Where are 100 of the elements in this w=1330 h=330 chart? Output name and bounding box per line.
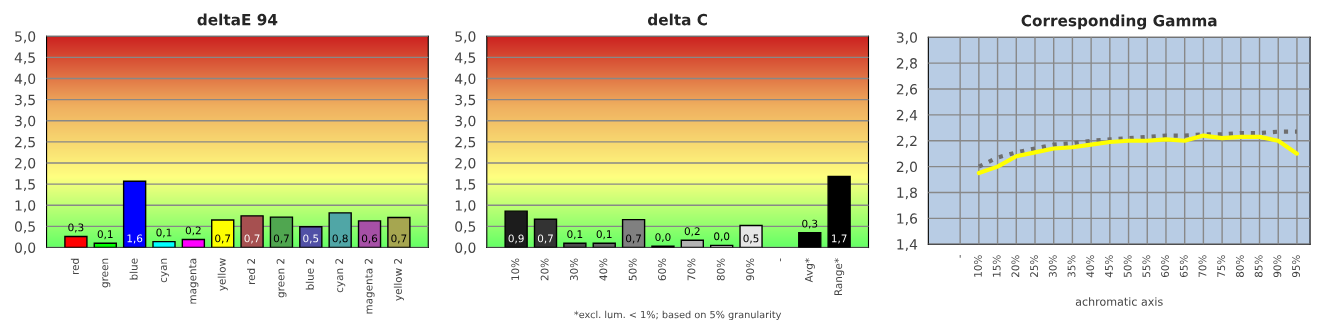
x-tick-label: Range* [834, 258, 845, 296]
y-tick-label: 0,0 [455, 242, 476, 255]
data-label: 0,7 [537, 234, 553, 244]
bar [240, 215, 264, 248]
chart-title: delta C [647, 13, 707, 26]
y-tick-label: 0,0 [14, 242, 36, 255]
y-tick-label: 0,5 [14, 221, 35, 234]
bar [504, 210, 528, 248]
x-tick-label: 90% [746, 258, 755, 281]
y-tick-label: 1,5 [15, 179, 35, 192]
x-tick-label: cyan 2 [335, 258, 346, 293]
bar [152, 240, 176, 248]
y-tick-label: 3,0 [455, 115, 476, 128]
data-label: 0,7 [391, 234, 407, 244]
bar [387, 216, 411, 248]
y-tick-label: 1,5 [455, 179, 476, 192]
x-tick-label: red 2 [247, 258, 256, 284]
x-tick-label: 65% [1179, 255, 1188, 278]
bar [269, 216, 294, 248]
bar [827, 175, 851, 248]
data-label: 0,0 [714, 232, 730, 242]
data-label: 0,8 [332, 234, 348, 244]
x-tick-label: 45% [1104, 255, 1113, 278]
y-tick-label: 2,0 [896, 161, 917, 174]
data-label: 0,1 [596, 230, 612, 240]
data-label: 1,6 [127, 234, 143, 244]
y-tick-label: 1,0 [15, 200, 36, 213]
x-tick-label: cyan [161, 258, 170, 283]
data-label: 0,5 [743, 234, 759, 244]
x-tick-label: 10% [974, 255, 982, 277]
x-tick-label: 80% [1235, 255, 1244, 278]
bar [739, 224, 763, 248]
x-tick-label: 50% [1123, 255, 1132, 277]
x-tick-label: blue [129, 258, 138, 280]
y-tick-label: 3,0 [896, 32, 917, 45]
data-label: 0,7 [626, 234, 641, 244]
data-label: 0,6 [361, 234, 378, 244]
data-label: 0,1 [97, 230, 113, 240]
x-tick-label: 80% [716, 258, 725, 281]
data-label: 0,2 [684, 227, 700, 237]
y-tick-label: 3,5 [455, 94, 476, 107]
x-tick-label: 70% [687, 258, 696, 281]
line-series [976, 129, 1300, 169]
bar [181, 238, 206, 248]
x-tick-label: 55% [1142, 255, 1151, 277]
x-tick-label: 10% [511, 258, 520, 280]
data-label: 0,3 [802, 219, 818, 229]
x-tick-label: 60% [1161, 255, 1169, 278]
y-tick-label: 2,2 [896, 135, 917, 148]
data-label: 0,7 [215, 234, 231, 244]
x-tick-label: 75% [1217, 255, 1226, 277]
data-label: 0,1 [567, 230, 583, 240]
x-tick-label: green 2 [276, 258, 287, 298]
data-label: 0,1 [156, 228, 172, 238]
x-tick-label: 30% [570, 258, 578, 281]
x-tick-label: 35% [1067, 255, 1076, 277]
x-tick-label: 95% [1292, 255, 1300, 278]
y-tick-label: 2,5 [15, 136, 35, 149]
x-tick-label: 20% [540, 258, 549, 281]
bar [357, 220, 382, 248]
y-tick-label: 2,6 [896, 83, 918, 96]
x-tick-label: 15% [992, 255, 1001, 277]
data-label: 0,3 [68, 223, 84, 233]
data-label: 0,7 [273, 234, 289, 244]
y-tick-label: 1,0 [455, 200, 476, 213]
y-tick-label: 2,8 [896, 58, 917, 71]
x-tick-label: green [102, 258, 111, 288]
x-tick-label: - [780, 258, 781, 262]
x-tick-label: magenta 2 [364, 258, 375, 314]
chart-title: Corresponding Gamma [1021, 14, 1217, 30]
x-tick-label: 70% [1198, 255, 1207, 277]
bar [533, 218, 558, 248]
y-tick-label: 3,5 [15, 94, 35, 107]
y-tick-label: 4,0 [454, 73, 476, 86]
chart-title: deltaE 94 [197, 13, 278, 26]
x-tick-label: 50% [628, 258, 637, 281]
y-tick-label: 1,6 [897, 213, 918, 226]
y-tick-label: 1,8 [897, 187, 917, 200]
x-tick-label: red [70, 258, 79, 275]
data-label: 1,7 [831, 234, 847, 244]
bar [798, 232, 822, 248]
y-tick-label: 2,0 [455, 157, 476, 170]
x-tick-label: 60% [658, 258, 666, 281]
data-label: 0,7 [244, 234, 260, 244]
x-tick-label: 90% [1273, 255, 1282, 278]
data-label: 0,0 [655, 233, 671, 243]
y-tick-label: 5,0 [15, 31, 36, 44]
bar [122, 180, 147, 248]
x-tick-label: yellow [217, 258, 228, 291]
x-tick-label: blue 2 [305, 258, 314, 290]
bar [299, 226, 323, 248]
y-tick-label: 2,0 [15, 157, 36, 170]
x-tick-label: 40% [1086, 255, 1095, 278]
text: *excl. lum. < 1%; based on 5% granularity [574, 310, 782, 321]
x-tick-label: 30% [1048, 255, 1057, 277]
y-tick-label: 2,4 [896, 109, 918, 122]
data-label: 0,9 [508, 234, 524, 244]
x-axis-title: achromatic axis [1075, 297, 1163, 306]
y-tick-label: 1,4 [897, 239, 918, 252]
y-tick-label: 4,5 [14, 52, 35, 65]
